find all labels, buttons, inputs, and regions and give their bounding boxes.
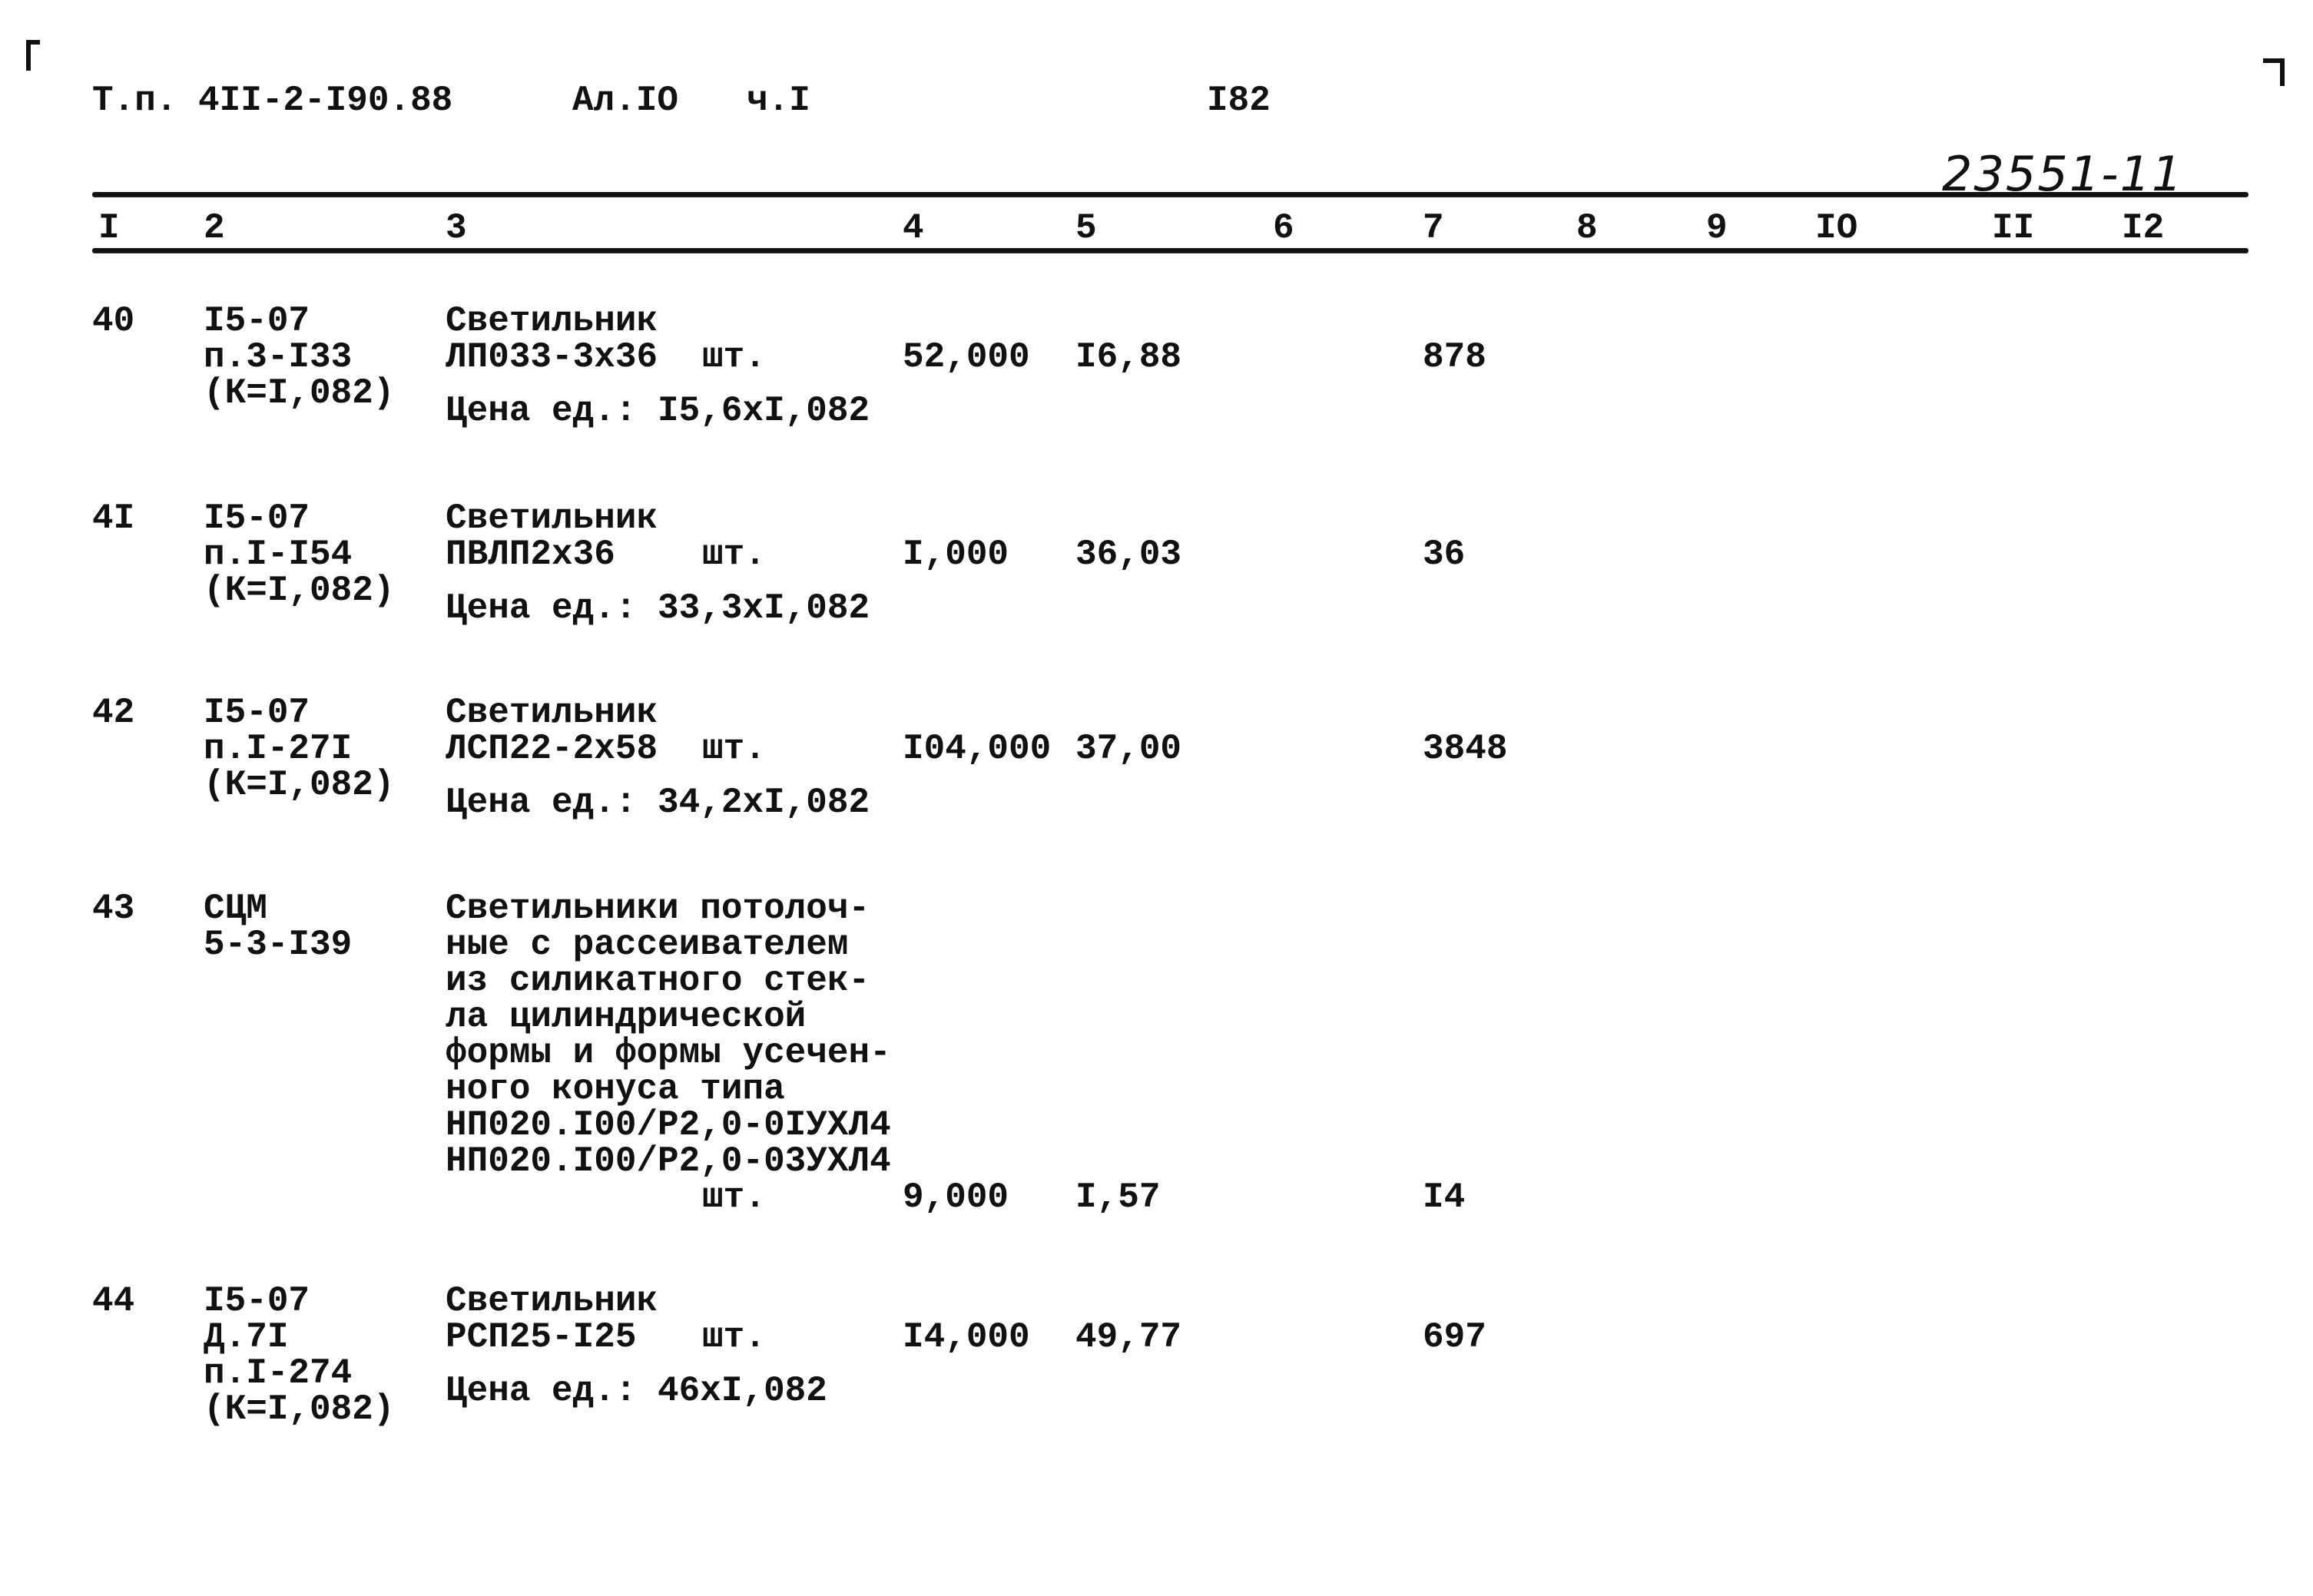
album-number: Ал.IО [572,81,679,121]
corner-mark-right [2280,58,2285,86]
description-line: из силикатного стек- [446,961,870,1001]
unit-price: 37,00 [1075,729,1182,769]
rate-code-line: I5-07 [204,1281,310,1321]
quantity: 9,000 [903,1177,1009,1217]
total-cost: 878 [1423,337,1486,377]
price-note: Цена ед.: 46хI,082 [446,1371,827,1411]
rate-code-line: СЦМ [204,889,267,929]
quantity: I4,000 [903,1317,1030,1357]
column-header-8: 8 [1576,208,1598,248]
rate-code-line: 5-3-I39 [204,925,353,965]
description-line: Светильник [446,1281,658,1321]
quantity: I04,000 [903,729,1052,769]
total-cost: I4 [1423,1177,1466,1217]
rate-code-line: I5-07 [204,693,310,733]
description-line: ПВЛП2х36 [446,535,615,574]
rate-code-line: (К=I,082) [204,765,395,805]
rate-code-line: п.I-I54 [204,535,353,574]
description-line: ные с рассеивателем [446,925,849,965]
total-cost: 36 [1423,535,1466,574]
description-line: ла цилиндрической [446,997,807,1037]
total-cost: 3848 [1423,729,1508,769]
description-line: Светильник [446,301,658,341]
corner-mark-right-top [2263,58,2283,63]
table-top-rule [92,192,2248,197]
page-number: I82 [1207,81,1271,121]
unit-price: 36,03 [1075,535,1182,574]
unit-price: I6,88 [1075,337,1182,377]
rate-code-line: п.3-I33 [204,337,353,377]
column-header-3: 3 [446,208,467,248]
column-header-10: IО [1815,208,1858,248]
rate-code-line: I5-07 [204,498,310,538]
column-header-1: I [98,208,120,248]
rate-code-line: (К=I,082) [204,1389,395,1429]
unit: шт. [702,1317,766,1357]
item-number: 4I [92,498,135,538]
rate-code-line: Д.7I [204,1317,289,1357]
rate-code-line: (К=I,082) [204,571,395,611]
unit: шт. [702,729,766,769]
corner-mark-left [26,40,31,71]
price-note: Цена ед.: I5,6хI,082 [446,391,870,431]
column-header-5: 5 [1075,208,1097,248]
unit-price: 49,77 [1075,1317,1182,1357]
price-note: Цена ед.: 34,2хI,082 [446,783,870,823]
rate-code-line: (К=I,082) [204,373,395,413]
unit: шт. [702,337,766,377]
rate-code-line: п.I-274 [204,1353,353,1393]
column-header-2: 2 [204,208,225,248]
column-header-4: 4 [903,208,924,248]
unit-price: I,57 [1075,1177,1161,1217]
description-line: РСП25-I25 [446,1317,637,1357]
description-line: ЛП033-3х36 [446,337,658,377]
description-line: Светильник [446,693,658,733]
rate-code-line: I5-07 [204,301,310,341]
price-note: Цена ед.: 33,3хI,082 [446,588,870,628]
description-line: ЛСП22-2х58 [446,729,658,769]
column-header-7: 7 [1423,208,1444,248]
part-number: ч.I [747,81,810,121]
quantity: I,000 [903,535,1009,574]
item-number: 43 [92,889,135,929]
rate-code-line: п.I-27I [204,729,353,769]
description-line: ного конуса типа [446,1069,785,1109]
quantity: 52,000 [903,337,1030,377]
item-number: 40 [92,301,135,341]
description-line: Светильники потолоч- [446,889,870,929]
unit: шт. [702,1177,766,1217]
table-header-rule [92,248,2248,253]
column-header-9: 9 [1706,208,1728,248]
total-cost: 697 [1423,1317,1486,1357]
item-number: 42 [92,693,135,733]
description-line: НП020.I00/Р2,0-03УХЛ4 [446,1141,891,1181]
column-header-12: I2 [2122,208,2165,248]
project-code: Т.п. 4II-2-I90.88 [92,81,453,121]
item-number: 44 [92,1281,135,1321]
unit: шт. [702,535,766,574]
description-line: формы и формы усечен- [446,1033,891,1073]
description-line: НП020.I00/Р2,0-0IУХЛ4 [446,1105,891,1145]
column-header-11: II [1992,208,2035,248]
description-line: Светильник [446,498,658,538]
column-header-6: 6 [1273,208,1294,248]
corner-mark-left-top [26,40,40,45]
